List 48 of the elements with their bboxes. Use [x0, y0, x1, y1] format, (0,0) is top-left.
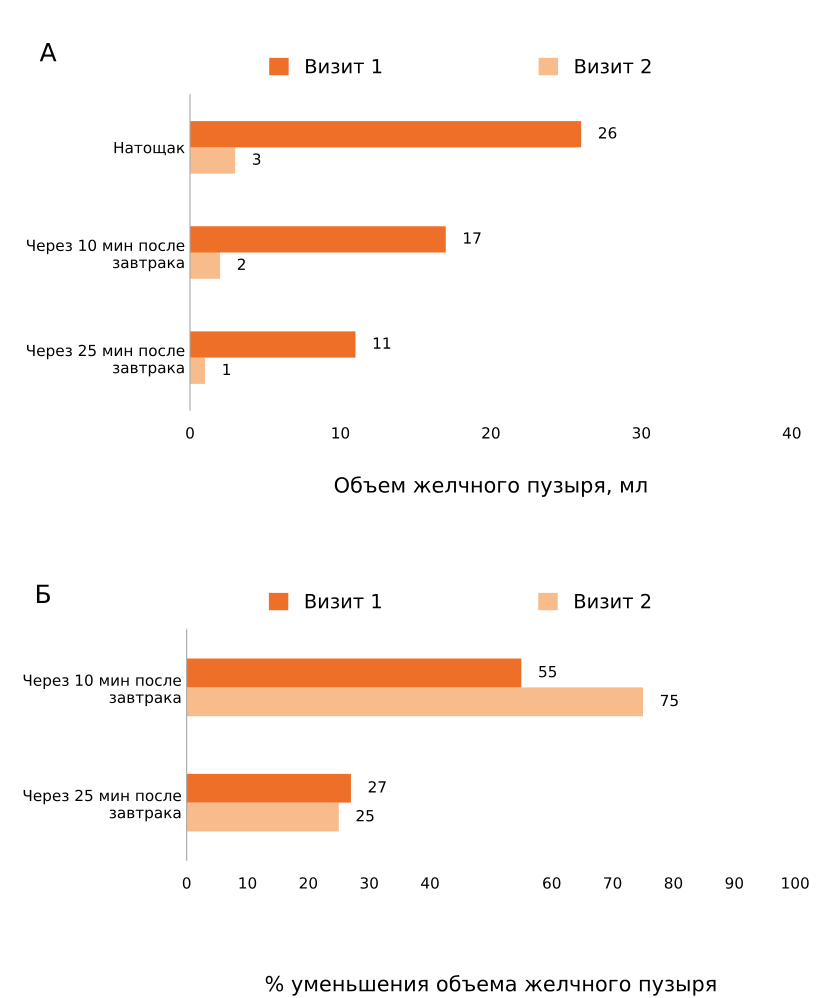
- data-label: 55: [539, 666, 556, 678]
- x-tick-label: 10: [239, 877, 256, 889]
- bar: [186, 802, 339, 832]
- x-tick-label: 0: [186, 427, 194, 439]
- legend-label: Визит 1: [306, 594, 381, 608]
- data-label: 2: [238, 258, 245, 270]
- data-label: 17: [464, 232, 481, 244]
- data-label: 26: [598, 127, 616, 139]
- y-tick-label: Через 10 мин после завтрака: [26, 240, 184, 272]
- x-axis-title: % уменьшения объема желчного пузыря: [266, 975, 716, 996]
- data-label: 25: [356, 810, 374, 822]
- x-tick-label: 20: [300, 877, 318, 889]
- x-tick-label: 90: [726, 877, 744, 889]
- data-label: 27: [368, 781, 386, 792]
- data-label: 3: [252, 153, 260, 165]
- bar: [190, 252, 220, 279]
- data-label: 75: [660, 694, 678, 706]
- x-tick-label: 20: [482, 427, 500, 439]
- bar: [186, 658, 522, 688]
- x-tick-label: 40: [782, 427, 801, 439]
- x-tick-label: 70: [604, 877, 622, 889]
- bar: [190, 147, 236, 174]
- chart-title: А: [40, 43, 56, 62]
- x-tick-label: 40: [421, 877, 439, 889]
- chart-title: Б: [36, 584, 50, 603]
- y-tick-label: Через 25 мин после завтрака: [26, 344, 184, 376]
- x-tick-label: 10: [332, 427, 350, 439]
- y-tick-label: Натощак: [114, 142, 185, 156]
- bar: [186, 687, 644, 716]
- bar: [190, 226, 446, 252]
- bar: [186, 774, 351, 803]
- x-tick-label: 0: [182, 877, 190, 889]
- x-tick-label: 80: [664, 877, 682, 889]
- y-tick-label: Через 10 мин после завтрака: [24, 674, 181, 706]
- data-label: 11: [374, 338, 390, 349]
- y-tick-label: Через 25 мин после завтрака: [24, 790, 181, 822]
- bar: [190, 331, 356, 358]
- x-axis-title: Объем желчного пузыря, мл: [334, 476, 646, 497]
- bar: [190, 358, 206, 384]
- x-tick-label: 60: [543, 877, 560, 889]
- x-tick-label: 100: [782, 877, 809, 889]
- legend-label: Визит 1: [306, 59, 382, 74]
- bar: [190, 121, 582, 148]
- legend-label: Визит 2: [575, 58, 650, 74]
- data-label: 1: [223, 364, 230, 375]
- x-tick-label: 30: [360, 877, 378, 889]
- legend-label: Визит 2: [575, 594, 650, 608]
- x-tick-label: 30: [632, 427, 650, 439]
